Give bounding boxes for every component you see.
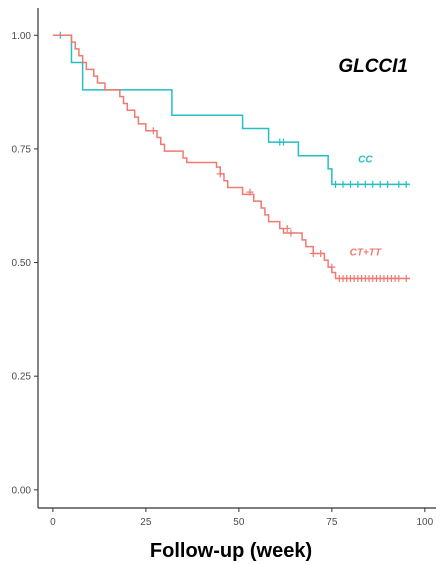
censor-mark	[328, 263, 336, 271]
censor-mark	[361, 180, 369, 188]
y-tick-label: 1.00	[12, 31, 32, 42]
series-ct-tt: CT+TT	[52, 34, 410, 282]
censor-mark	[354, 180, 362, 188]
survival-curve-ct-tt	[52, 34, 410, 280]
x-tick-label: 0	[50, 517, 56, 528]
censor-mark	[317, 249, 325, 257]
chart-title: GLCCI1	[338, 56, 408, 77]
censor-mark	[395, 180, 403, 188]
censor-mark	[279, 138, 287, 146]
censor-mark	[216, 170, 224, 178]
censor-mark	[149, 127, 157, 135]
censor-mark	[376, 180, 384, 188]
series-label-ct-tt: CT+TT	[350, 248, 382, 259]
x-tick-label: 50	[233, 517, 245, 528]
x-tick-label: 100	[416, 517, 433, 528]
censor-mark	[339, 180, 347, 188]
y-axis-ticks: 0.00 0.25 0.50 0.75 1.00	[12, 31, 38, 496]
y-tick-label: 0.50	[12, 258, 32, 269]
x-tick-label: 75	[326, 517, 338, 528]
series-layer: CC CT+TT	[52, 31, 410, 282]
censor-mark	[309, 249, 317, 257]
censor-mark	[402, 274, 410, 282]
y-tick-label: 0.25	[12, 372, 32, 383]
series-label-cc: CC	[358, 155, 373, 166]
censor-mark	[287, 229, 295, 237]
x-axis-title: Follow-up (week)	[150, 540, 312, 562]
censor-mark	[384, 180, 392, 188]
y-tick-label: 0.75	[12, 144, 32, 155]
survival-curve-cc	[52, 34, 410, 186]
x-axis-ticks: 0 25 50 75 100	[50, 508, 434, 528]
censor-mark	[246, 188, 254, 196]
censor-mark	[369, 180, 377, 188]
y-tick-label: 0.00	[12, 485, 32, 496]
censor-mark	[346, 180, 354, 188]
x-tick-label: 25	[140, 517, 152, 528]
censor-mark	[402, 180, 410, 188]
censor-mark	[395, 274, 403, 282]
censor-mark	[332, 180, 340, 188]
censor-mark	[283, 224, 291, 232]
